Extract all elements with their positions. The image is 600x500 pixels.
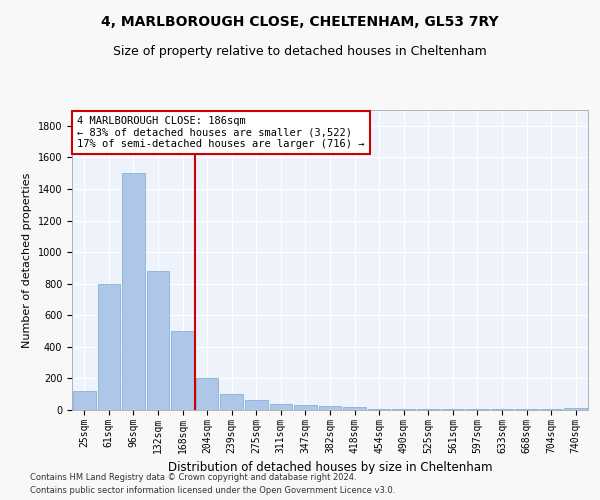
Text: 4 MARLBOROUGH CLOSE: 186sqm
← 83% of detached houses are smaller (3,522)
17% of : 4 MARLBOROUGH CLOSE: 186sqm ← 83% of det…: [77, 116, 365, 149]
Bar: [540, 409, 562, 410]
Text: Contains public sector information licensed under the Open Government Licence v3: Contains public sector information licen…: [30, 486, 395, 495]
Bar: [466, 409, 489, 410]
Bar: [565, 408, 587, 410]
Bar: [269, 404, 292, 410]
Bar: [294, 406, 317, 410]
Bar: [171, 331, 194, 410]
Text: Size of property relative to detached houses in Cheltenham: Size of property relative to detached ho…: [113, 45, 487, 58]
Bar: [146, 271, 169, 410]
Bar: [442, 409, 464, 410]
Bar: [343, 407, 366, 410]
Bar: [368, 409, 391, 410]
X-axis label: Distribution of detached houses by size in Cheltenham: Distribution of detached houses by size …: [168, 461, 492, 474]
Bar: [245, 400, 268, 410]
Bar: [417, 409, 440, 410]
Bar: [319, 406, 341, 410]
Bar: [122, 173, 145, 410]
Bar: [73, 391, 95, 410]
Text: Contains HM Land Registry data © Crown copyright and database right 2024.: Contains HM Land Registry data © Crown c…: [30, 474, 356, 482]
Bar: [515, 409, 538, 410]
Bar: [491, 409, 514, 410]
Bar: [196, 378, 218, 410]
Bar: [220, 394, 243, 410]
Bar: [392, 409, 415, 410]
Text: 4, MARLBOROUGH CLOSE, CHELTENHAM, GL53 7RY: 4, MARLBOROUGH CLOSE, CHELTENHAM, GL53 7…: [101, 15, 499, 29]
Bar: [98, 284, 120, 410]
Y-axis label: Number of detached properties: Number of detached properties: [22, 172, 32, 348]
